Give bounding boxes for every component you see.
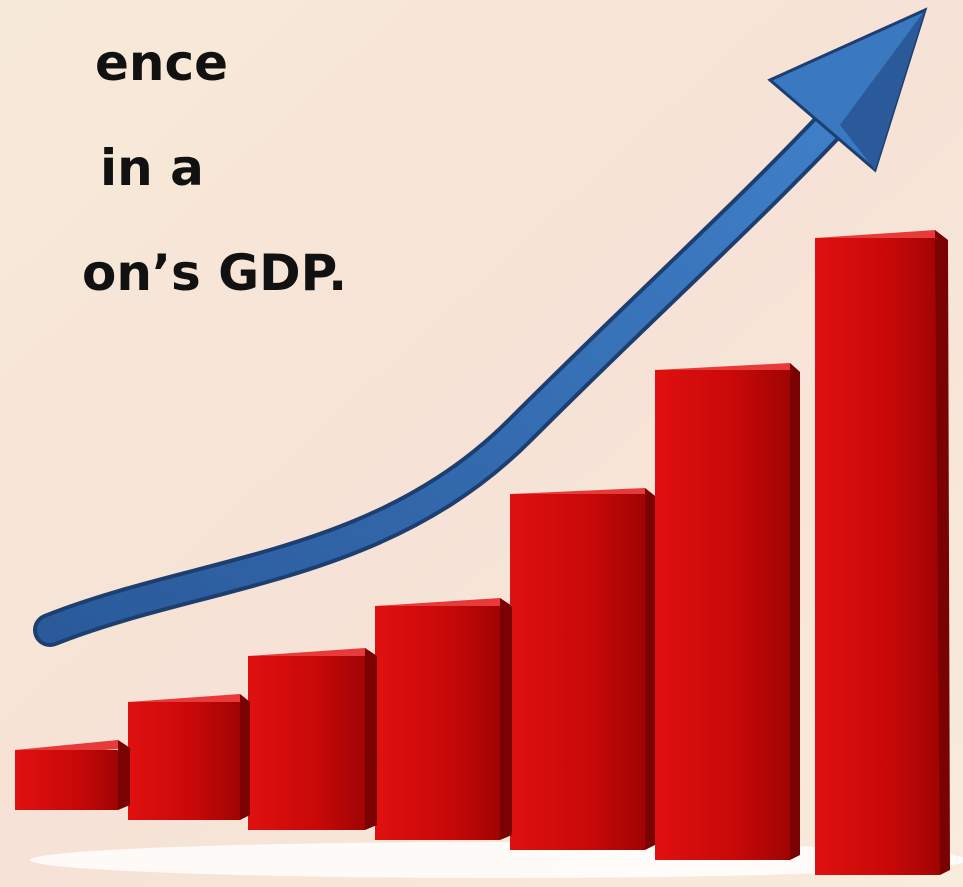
text-line: on’s GDP. (82, 244, 347, 302)
text-line: ence (95, 34, 228, 92)
text-line: in a (100, 139, 204, 197)
arrow-illustration (33, 7, 928, 647)
bar-illustration (15, 230, 950, 875)
